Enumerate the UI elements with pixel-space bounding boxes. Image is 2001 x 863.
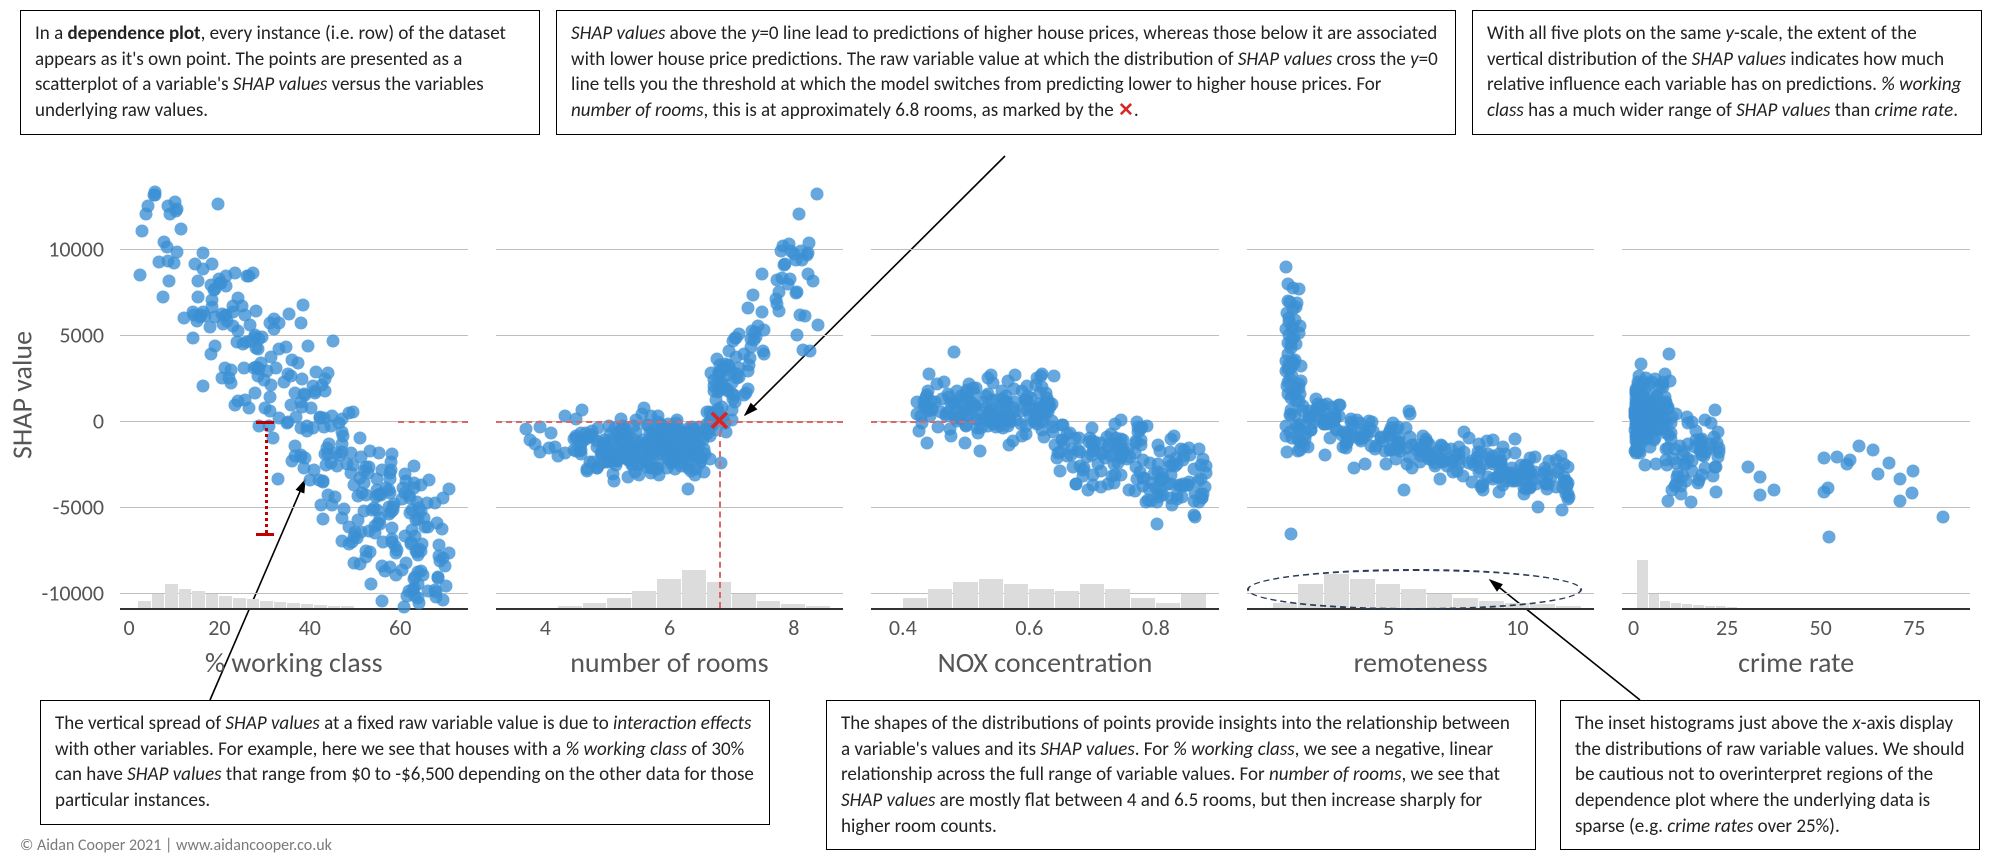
x-axis-label: % working class (120, 645, 468, 680)
sparse-region-ellipse (1247, 569, 1582, 610)
panel--working-class: 0204060% working class (120, 180, 468, 610)
x-axis-label: remoteness (1247, 645, 1595, 680)
scatter-points (496, 180, 844, 608)
x-axis-label: crime rate (1622, 645, 1970, 680)
chart-area: SHAP value -10000-50000500010000 0204060… (50, 180, 1970, 610)
panel-remoteness: 510remoteness (1247, 180, 1595, 610)
annotation-top-left: In a dependence plot, every instance (i.… (20, 10, 540, 135)
scatter-points (871, 180, 1219, 608)
annotation-bot-left: The vertical spread of SHAP values at a … (40, 700, 770, 825)
scatter-points (1622, 180, 1970, 608)
scatter-points (1247, 180, 1595, 608)
cross-marker: ✕ (708, 403, 731, 438)
panel-nox-concentration: 0.40.60.8NOX concentration (871, 180, 1219, 610)
x-axis-label: NOX concentration (871, 645, 1219, 680)
y-ticks: -10000-50000500010000 (50, 180, 110, 610)
scatter-points (120, 180, 468, 608)
panels-row: 0204060% working class468number of rooms… (120, 180, 1970, 610)
footer-credit: © Aidan Cooper 2021 | www.aidancooper.co… (20, 836, 332, 855)
annotation-top-right: With all five plots on the same y-scale,… (1472, 10, 1982, 135)
panel-number-of-rooms: 468number of rooms✕ (496, 180, 844, 610)
annotation-top-mid: SHAP values above the y=0 line lead to p… (556, 10, 1456, 135)
annotation-bot-right: The inset histograms just above the x-ax… (1560, 700, 1980, 850)
annotation-bot-mid: The shapes of the distributions of point… (826, 700, 1536, 850)
x-axis-label: number of rooms (496, 645, 844, 680)
y-axis-label: SHAP value (5, 331, 40, 459)
panel-crime-rate: 0255075crime rate (1622, 180, 1970, 610)
